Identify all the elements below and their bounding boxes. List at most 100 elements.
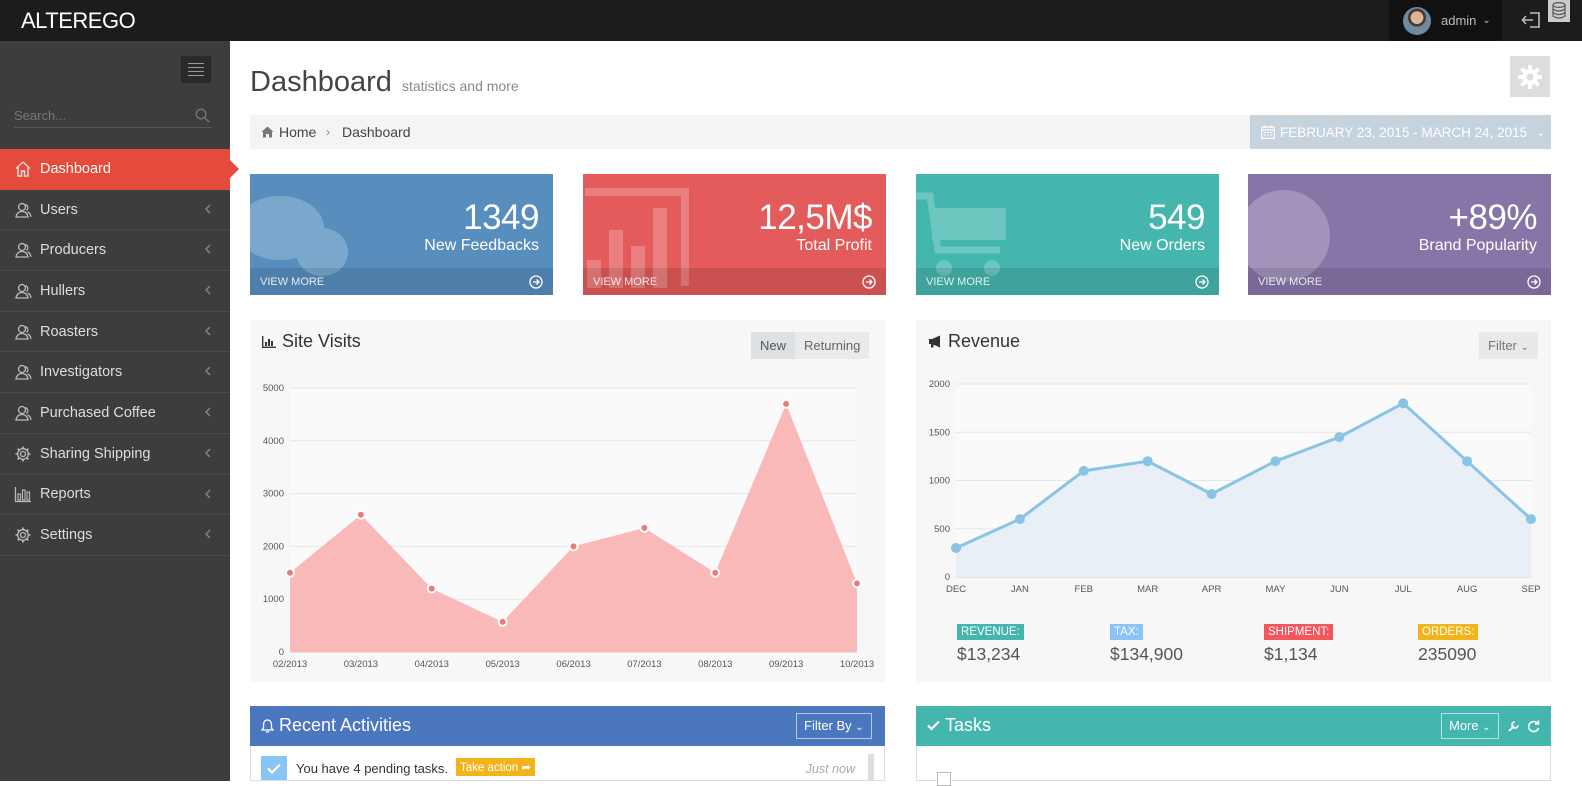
sidebar-item-dashboard[interactable]: Dashboard	[0, 149, 239, 190]
filter-by-button[interactable]: Filter By ⌄	[796, 713, 872, 739]
summary-tag: SHIPMENT:	[1264, 624, 1334, 640]
chevron-down-icon: ⌄	[1520, 342, 1529, 353]
search-icon[interactable]	[195, 108, 210, 123]
chevron-left-icon	[205, 204, 211, 214]
wrench-icon[interactable]	[1507, 720, 1520, 733]
sidebar-item-sharing-shipping[interactable]: Sharing Shipping	[0, 434, 230, 475]
panel-header: Tasks More ⌄	[916, 706, 1551, 746]
x-tick-label: 05/2013	[485, 659, 519, 670]
gear-icon	[1518, 64, 1542, 89]
view-more-link[interactable]: VIEW MORE	[1248, 268, 1551, 295]
data-point	[951, 543, 961, 554]
more-label: More	[1449, 718, 1479, 733]
task-list	[916, 746, 1551, 786]
y-tick-label: 2000	[263, 541, 284, 552]
arrow-circle-right-icon	[1527, 275, 1541, 289]
sidebar-item-purchased-coffee[interactable]: Purchased Coffee	[0, 393, 230, 434]
task-checkbox[interactable]	[937, 772, 951, 786]
tab-returning[interactable]: Returning	[795, 332, 870, 359]
view-more-label: VIEW MORE	[926, 276, 991, 288]
revenue-chart: 0 500 1000 1500 2000 DEC JAN FEB MAR APR MAY JUN JUL…	[929, 379, 1541, 595]
comments-icon	[250, 196, 348, 276]
breadcrumb-home-link[interactable]: Home	[279, 124, 317, 140]
y-tick-label: 1500	[929, 427, 950, 438]
take-action-label: Take action	[460, 762, 519, 774]
sidebar-item-label: Investigators	[40, 364, 123, 381]
view-more-link[interactable]: VIEW MORE	[916, 268, 1219, 295]
x-tick-label: JUL	[1395, 584, 1412, 595]
stat-card-feedbacks: 1349 New Feedbacks VIEW MORE	[250, 174, 553, 295]
x-tick-label: 07/2013	[627, 659, 661, 670]
activity-time: Just now	[805, 762, 855, 776]
sidebar-item-users[interactable]: Users	[0, 190, 230, 231]
data-point	[781, 398, 792, 409]
sidebar-item-reports[interactable]: Reports	[0, 475, 230, 516]
home-icon	[261, 126, 274, 138]
stat-value: +89%	[1448, 198, 1538, 237]
data-point	[1398, 398, 1409, 409]
view-more-link[interactable]: VIEW MORE	[250, 268, 553, 295]
revenue-filter-button[interactable]: Filter ⌄	[1479, 332, 1538, 359]
more-button[interactable]: More ⌄	[1441, 713, 1499, 739]
data-point	[568, 541, 579, 552]
chevron-left-icon	[205, 326, 211, 336]
stat-label: New Orders	[1119, 237, 1205, 254]
chevron-left-icon	[205, 244, 211, 254]
sidebar-item-label: Settings	[40, 527, 93, 544]
search-input[interactable]	[14, 104, 184, 126]
x-tick-label: 09/2013	[769, 659, 803, 670]
refresh-icon[interactable]	[1527, 720, 1540, 733]
summary-value: $13,234	[957, 644, 1021, 664]
stat-card-orders: 549 New Orders VIEW MORE	[916, 174, 1219, 295]
scrollbar[interactable]	[868, 754, 874, 781]
chevron-left-icon	[205, 529, 211, 539]
view-more-link[interactable]: VIEW MORE	[583, 268, 886, 295]
breadcrumb-separator-icon: ›	[326, 125, 330, 139]
avatar	[1403, 6, 1431, 35]
summary-tag: TAX:	[1110, 624, 1143, 640]
x-tick-label: JUN	[1330, 584, 1349, 595]
sidebar-item-label: Roasters	[40, 323, 99, 340]
sidebar-item-label: Hullers	[40, 282, 86, 299]
theme-settings-button[interactable]	[1510, 56, 1550, 97]
take-action-button[interactable]: Take action ➦	[456, 758, 536, 776]
tab-new[interactable]: New	[751, 332, 796, 359]
x-tick-label: MAY	[1265, 584, 1286, 595]
x-tick-label: 02/2013	[273, 659, 307, 670]
summary-shipment: SHIPMENT: $1,134	[1264, 622, 1334, 665]
data-point	[639, 522, 650, 533]
summary-tag: REVENUE:	[957, 624, 1024, 640]
user-icon	[15, 365, 32, 380]
sidebar-item-settings[interactable]: Settings	[0, 515, 230, 556]
brand-logo[interactable]: ALTEREGO	[21, 8, 136, 33]
sidebar-item-hullers[interactable]: Hullers	[0, 271, 230, 312]
y-tick-label: 5000	[263, 383, 284, 394]
summary-value: $134,900	[1110, 644, 1183, 664]
series-line	[955, 401, 1533, 550]
data-point	[1270, 456, 1281, 467]
top-navbar: ALTEREGO admin ⌄	[0, 0, 1582, 41]
user-icon	[15, 324, 32, 340]
visits-toggle: New Returning	[751, 332, 870, 359]
x-tick-label: 10/2013	[840, 659, 874, 670]
database-icon[interactable]	[1548, 0, 1570, 22]
y-tick-label: 3000	[263, 489, 284, 500]
sidebar-item-investigators[interactable]: Investigators	[0, 352, 230, 394]
stat-value: 549	[1148, 198, 1205, 237]
series-area	[956, 403, 1531, 577]
page-subtitle: statistics and more	[401, 78, 519, 94]
summary-orders: ORDERS: 235090	[1418, 622, 1479, 665]
logout-icon[interactable]	[1521, 10, 1543, 30]
activity-item[interactable]: You have 4 pending tasks. Take action ➦ …	[261, 756, 857, 780]
y-tick-label: 0	[945, 572, 950, 583]
user-icon	[15, 283, 32, 299]
date-range-picker[interactable]: FEBRUARY 23, 2015 - MARCH 24, 2015 ⌄	[1250, 115, 1551, 149]
user-menu[interactable]: admin ⌄	[1389, 0, 1502, 41]
activity-list: You have 4 pending tasks. Take action ➦ …	[250, 746, 885, 781]
sidebar-item-roasters[interactable]: Roasters	[0, 312, 230, 353]
menu-toggle-button[interactable]	[181, 56, 211, 83]
data-point	[1526, 514, 1536, 525]
sidebar-item-producers[interactable]: Producers	[0, 230, 230, 272]
data-point	[355, 509, 366, 520]
data-point	[1014, 514, 1025, 525]
